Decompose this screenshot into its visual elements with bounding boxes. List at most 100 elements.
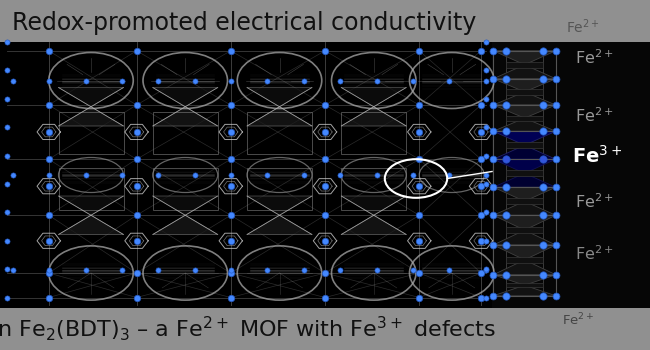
Text: Fe$^{2+}$: Fe$^{2+}$ <box>575 106 614 125</box>
Point <box>44 78 55 83</box>
Polygon shape <box>58 107 124 126</box>
Point <box>1 124 12 130</box>
Point <box>476 156 486 162</box>
Point <box>501 212 512 218</box>
Point <box>262 78 272 83</box>
Point <box>1 39 12 45</box>
Point <box>44 212 54 218</box>
Point <box>8 172 18 178</box>
Polygon shape <box>493 230 556 245</box>
Bar <box>58 112 124 154</box>
Point <box>117 78 127 83</box>
Text: in Fe$_2$(BDT)$_3$ – a Fe$^{2+}$ MOF with Fe$^{3+}$ defects: in Fe$_2$(BDT)$_3$ – a Fe$^{2+}$ MOF wit… <box>0 315 496 343</box>
Point <box>414 129 424 135</box>
Polygon shape <box>58 196 124 215</box>
Polygon shape <box>493 260 556 275</box>
Polygon shape <box>493 51 556 65</box>
Text: Fe$^{2+}$: Fe$^{2+}$ <box>566 17 599 36</box>
Point <box>1 181 12 187</box>
Polygon shape <box>58 88 124 107</box>
Point <box>476 48 486 54</box>
Point <box>320 212 330 218</box>
Point <box>226 129 236 135</box>
Point <box>488 212 499 218</box>
Point <box>320 295 330 300</box>
Point <box>476 183 486 189</box>
Point <box>262 267 272 272</box>
Bar <box>492 42 650 308</box>
Bar <box>506 257 543 263</box>
Point <box>44 295 54 300</box>
Text: Fe$^{3+}$: Fe$^{3+}$ <box>572 145 622 167</box>
Point <box>1 153 12 158</box>
Point <box>538 128 548 134</box>
Point <box>226 270 236 276</box>
Bar <box>247 112 312 154</box>
Point <box>501 128 512 134</box>
Polygon shape <box>493 92 556 105</box>
Point <box>131 270 142 276</box>
Point <box>226 267 237 272</box>
Bar <box>0 42 492 308</box>
Point <box>131 48 142 54</box>
Point <box>117 172 127 178</box>
Point <box>551 242 561 248</box>
Point <box>44 238 54 244</box>
Point <box>335 172 345 178</box>
Polygon shape <box>493 79 556 92</box>
Point <box>480 78 491 83</box>
Point <box>320 129 330 135</box>
Point <box>551 102 561 108</box>
Bar <box>506 227 543 233</box>
Point <box>480 153 491 158</box>
Point <box>153 267 164 272</box>
Point <box>538 272 548 278</box>
Point <box>226 183 236 189</box>
Polygon shape <box>493 285 556 296</box>
Point <box>320 183 330 189</box>
Point <box>476 102 486 108</box>
Polygon shape <box>493 173 556 187</box>
Point <box>480 181 491 187</box>
Polygon shape <box>493 275 556 285</box>
Point <box>226 295 236 300</box>
Point <box>226 212 236 218</box>
Point <box>190 172 200 178</box>
Bar <box>153 112 218 154</box>
Point <box>476 295 486 300</box>
Point <box>488 48 499 54</box>
Point <box>131 183 142 189</box>
Bar <box>153 168 218 210</box>
Point <box>501 156 512 162</box>
Point <box>501 76 512 82</box>
Point <box>44 102 54 108</box>
Point <box>320 156 330 162</box>
Point <box>190 267 200 272</box>
Point <box>408 172 418 178</box>
Point <box>444 172 454 178</box>
Point <box>8 267 18 272</box>
Polygon shape <box>153 88 218 107</box>
Polygon shape <box>493 159 556 173</box>
Text: Fe$^{2+}$: Fe$^{2+}$ <box>562 312 595 329</box>
Bar <box>506 89 543 94</box>
Point <box>538 76 548 82</box>
Bar <box>341 168 406 210</box>
Point <box>480 295 491 300</box>
Polygon shape <box>493 187 556 201</box>
Bar <box>506 283 543 287</box>
Point <box>335 267 345 272</box>
Polygon shape <box>493 245 556 260</box>
Point <box>8 78 18 83</box>
Text: Fe$^{2+}$: Fe$^{2+}$ <box>575 48 614 67</box>
Point <box>44 183 54 189</box>
Bar <box>506 170 543 176</box>
Point <box>298 172 309 178</box>
Point <box>538 156 548 162</box>
Polygon shape <box>493 118 556 131</box>
Polygon shape <box>493 215 556 230</box>
Point <box>488 156 499 162</box>
Bar <box>247 168 312 210</box>
Point <box>153 78 164 83</box>
Point <box>298 267 309 272</box>
